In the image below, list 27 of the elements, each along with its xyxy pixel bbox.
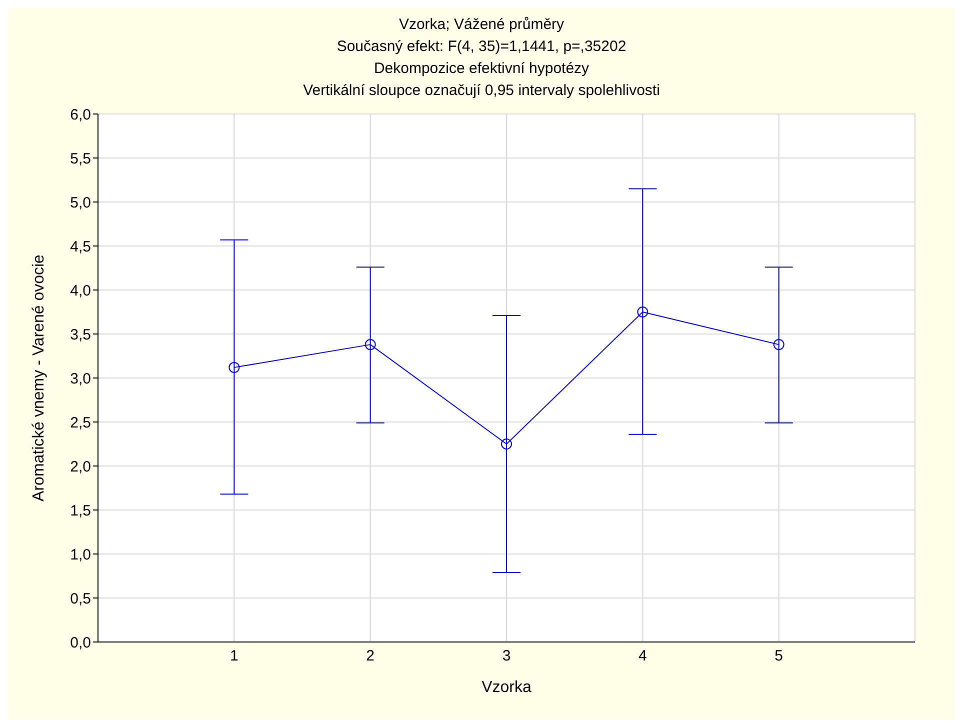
x-tick-label: 4	[638, 648, 647, 665]
y-tick-label: 4,5	[70, 238, 91, 256]
point	[773, 339, 784, 350]
y-tick-label: 2,0	[70, 458, 91, 476]
y-tick-label: 3,5	[70, 326, 91, 344]
point	[228, 362, 240, 373]
point	[501, 438, 512, 450]
y-tick-label: 1,0	[70, 546, 91, 564]
y-tick-label: 3,0	[70, 370, 91, 388]
point	[637, 306, 648, 318]
y-tick-label: 5,5	[70, 150, 91, 168]
x-tick-label: 3	[502, 648, 511, 665]
y-tick-label: 0,0	[70, 634, 91, 652]
y-tick-label: 5,0	[70, 194, 91, 212]
x-axis-title: Vzorka	[482, 679, 532, 696]
y-axis-title: Aromatické vnemy - Varené ovocie	[30, 254, 48, 502]
chart-subtitle: Současný efekt: F(4, 35)=1,1441, p=,35202 Dekompozice efektivní hypotézy Vertikální sloupce označují 0,95 intervaly spolehlivosti	[302, 37, 661, 101]
chart-title: Vzorka; Vážené průměry	[398, 15, 566, 35]
y-tick-label: 4,0	[70, 282, 91, 300]
y-tick-label: 1,5	[70, 502, 91, 520]
x-tick-label: 5	[774, 648, 784, 665]
point	[364, 339, 376, 350]
y-tick-label: 2,5	[70, 414, 91, 432]
x-tick-label: 2	[366, 648, 375, 665]
x-tick-label: 1	[230, 648, 238, 665]
y-tick-label: 0,5	[70, 590, 91, 608]
y-tick-label: 6,0	[70, 106, 91, 124]
